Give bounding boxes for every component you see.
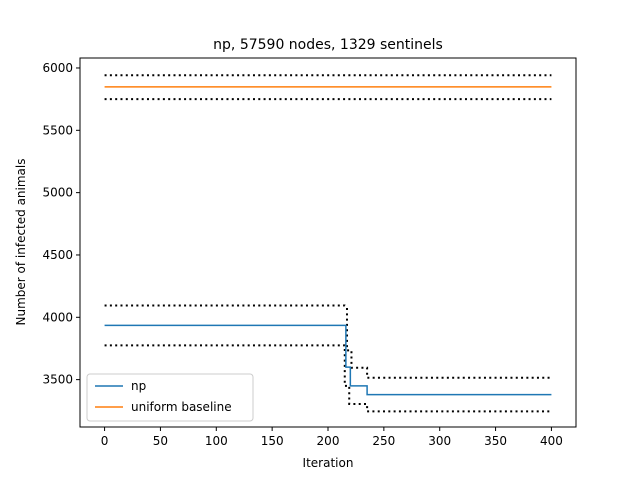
x-tick-label: 300 [428, 434, 451, 448]
plot-frame [79, 57, 577, 428]
x-tick-label: 350 [484, 434, 507, 448]
series-line [104, 324, 552, 396]
y-tick-label: 5500 [42, 123, 73, 137]
x-axis-label: Iteration [303, 456, 354, 470]
y-axis-label: Number of infected animals [14, 159, 28, 326]
confidence-bounds [104, 74, 552, 413]
plot-area [80, 58, 576, 427]
series-lines [104, 86, 552, 396]
legend-box [86, 373, 254, 422]
y-tick-label: 3500 [42, 373, 73, 387]
x-tick-label: 50 [153, 434, 168, 448]
y-tick-label: 4500 [42, 248, 73, 262]
legend: np uniform baseline [86, 373, 254, 422]
chart-title: np, 57590 nodes, 1329 sentinels [213, 37, 443, 53]
x-tick-label: 100 [205, 434, 228, 448]
legend-label: np [131, 379, 146, 393]
x-tick-label: 200 [317, 434, 340, 448]
bound-line [104, 304, 552, 379]
x-tick-label: 0 [101, 434, 109, 448]
legend-label: uniform baseline [131, 400, 232, 414]
y-axis: 3500 4000 4500 5000 5500 6000 [42, 61, 80, 387]
x-tick-label: 250 [372, 434, 395, 448]
x-axis: 0 50 100 150 200 250 300 350 400 [101, 427, 563, 448]
bound-line [104, 344, 552, 413]
x-tick-label: 400 [540, 434, 563, 448]
y-tick-label: 5000 [42, 186, 73, 200]
x-tick-label: 150 [261, 434, 284, 448]
y-tick-label: 6000 [42, 61, 73, 75]
y-tick-label: 4000 [42, 310, 73, 324]
